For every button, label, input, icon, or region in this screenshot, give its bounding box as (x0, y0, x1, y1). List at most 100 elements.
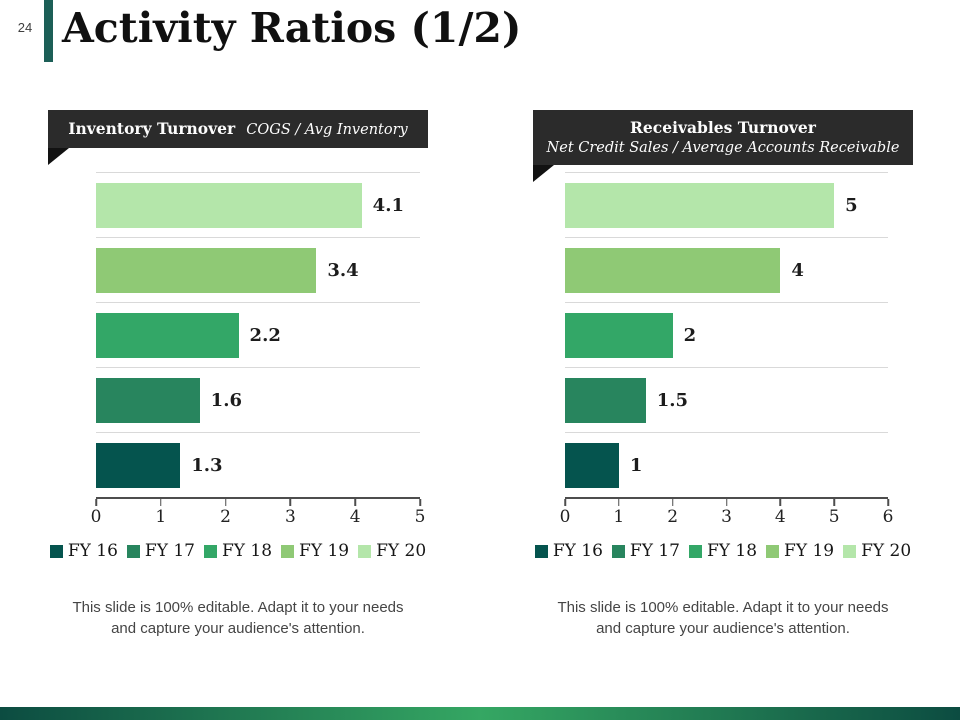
bar-row: 2.2 (96, 302, 420, 367)
axis-tick-label: 2 (220, 507, 232, 527)
bar-value-label: 1.6 (210, 389, 242, 411)
legend-item: FY 17 (126, 541, 195, 561)
legend-item: FY 20 (358, 541, 426, 561)
footer-gradient-bar (0, 707, 960, 720)
legend-swatch (358, 544, 372, 558)
bar-fy-16 (96, 442, 181, 488)
bar-value-label: 5 (845, 194, 858, 216)
x-axis: 0 1 2 3 4 5 (91, 497, 425, 531)
legend-swatch (688, 544, 702, 558)
x-axis: 0 1 2 3 4 5 6 (560, 497, 893, 531)
chart-title: Receivables Turnover (630, 118, 816, 137)
axis-tick-label: 2 (667, 507, 679, 527)
chart-header-zone: Receivables Turnover Net Credit Sales / … (533, 110, 913, 183)
axis-tick-mark (160, 499, 162, 506)
bar-value-label: 4 (791, 259, 804, 281)
legend-item: FY 18 (688, 541, 758, 561)
legend: FY 16 FY 17 FY 18 FY 19 FY 20 (48, 541, 428, 561)
axis-tick-mark (354, 499, 356, 506)
plot-area: 4.1 3.4 2.2 1.6 1.3 0 1 2 3 4 5 (91, 172, 425, 531)
axis-tick-label: 4 (774, 507, 786, 527)
chart-title: Inventory Turnover (68, 119, 236, 138)
axis-tick-label: 1 (155, 507, 167, 527)
legend-swatch (281, 544, 295, 558)
editable-note: This slide is 100% editable. Adapt it to… (557, 599, 889, 637)
legend-swatch (203, 544, 217, 558)
plot-rows: 5 4 2 1.5 1 (565, 172, 888, 497)
axis-tick-label: 0 (559, 507, 571, 527)
bar-fy-19 (96, 247, 317, 293)
bar-row: 1.3 (96, 432, 420, 497)
legend-label: FY 16 (552, 541, 603, 561)
chart-subtitle: COGS / Avg Inventory (246, 122, 408, 138)
legend-label: FY 17 (144, 541, 195, 561)
bar-row: 4 (565, 237, 888, 302)
chart-subtitle: Net Credit Sales / Average Accounts Rece… (546, 139, 900, 156)
axis-tick-mark (289, 499, 292, 506)
bar-fy-16 (565, 442, 619, 488)
axis-tick-mark (887, 499, 889, 506)
bar-row: 1.6 (96, 367, 420, 432)
bar-fy-20 (96, 182, 362, 228)
axis-tick-mark (671, 499, 674, 506)
bar-row: 1.5 (565, 367, 888, 432)
axis-tick-label: 1 (613, 507, 625, 527)
axis-tick-mark (224, 499, 227, 506)
bar-row: 1 (565, 432, 888, 497)
axis-tick-mark (95, 499, 97, 506)
receivables-turnover-chart: Receivables Turnover Net Credit Sales / … (533, 110, 913, 639)
legend-label: FY 16 (67, 541, 118, 561)
legend-label: FY 20 (376, 541, 427, 561)
legend-label: FY 19 (299, 541, 350, 561)
title-accent-bar (44, 0, 53, 62)
chart-header-zone: Inventory Turnover COGS / Avg Inventory (48, 110, 428, 172)
legend-label: FY 19 (784, 541, 835, 561)
bar-fy-18 (96, 312, 239, 358)
bar-value-label: 3.4 (327, 259, 359, 281)
legend-label: FY 17 (629, 541, 680, 561)
header-tail-triangle (48, 147, 69, 165)
bar-fy-20 (565, 182, 835, 228)
legend-label: FY 18 (221, 541, 273, 561)
axis-tick-label: 5 (414, 507, 426, 527)
legend-label: FY 18 (706, 541, 758, 561)
axis-tick-label: 6 (882, 507, 894, 527)
legend-item: FY 19 (281, 541, 349, 561)
bar-value-label: 1.5 (656, 389, 689, 411)
bar-row: 3.4 (96, 237, 420, 302)
axis-tick-label: 5 (828, 507, 840, 527)
bar-row: 4.1 (96, 172, 420, 237)
bar-fy-19 (565, 247, 781, 293)
axis-tick-label: 3 (284, 507, 296, 527)
axis-tick-mark (564, 499, 566, 506)
legend-item: FY 18 (203, 541, 273, 561)
legend-label: FY 20 (861, 541, 912, 561)
axis-tick-mark (779, 499, 782, 506)
axis-tick-mark (725, 499, 728, 506)
bar-value-label: 1 (629, 454, 643, 476)
plot-area: 5 4 2 1.5 1 0 1 2 3 4 5 6 (560, 172, 893, 531)
bar-row: 5 (565, 172, 888, 237)
legend-item: FY 16 (49, 541, 118, 561)
bar-row: 2 (565, 302, 888, 367)
bar-value-label: 1.3 (191, 454, 223, 476)
axis-tick-label: 4 (349, 507, 361, 527)
page-number: 24 (17, 20, 33, 35)
bar-fy-18 (565, 312, 673, 358)
axis-tick-label: 0 (90, 507, 102, 527)
bar-fy-17 (565, 377, 646, 423)
header-tail-triangle (533, 165, 554, 183)
editable-note: This slide is 100% editable. Adapt it to… (72, 599, 404, 637)
inventory-turnover-chart: Inventory Turnover COGS / Avg Inventory … (48, 110, 428, 639)
bar-value-label: 2.2 (249, 324, 281, 346)
bar-value-label: 4.1 (372, 194, 404, 216)
legend-swatch (49, 544, 63, 558)
axis-tick-label: 3 (721, 507, 732, 527)
chart-header: Receivables Turnover Net Credit Sales / … (533, 110, 913, 183)
axis-tick-mark (419, 499, 421, 506)
page-title: Activity Ratios (1/2) (62, 4, 522, 52)
plot-rows: 4.1 3.4 2.2 1.6 1.3 (96, 172, 420, 497)
legend-item: FY 16 (534, 541, 603, 561)
legend: FY 16 FY 17 FY 18 FY 19 FY 20 (533, 541, 913, 561)
axis-tick-mark (833, 499, 835, 506)
